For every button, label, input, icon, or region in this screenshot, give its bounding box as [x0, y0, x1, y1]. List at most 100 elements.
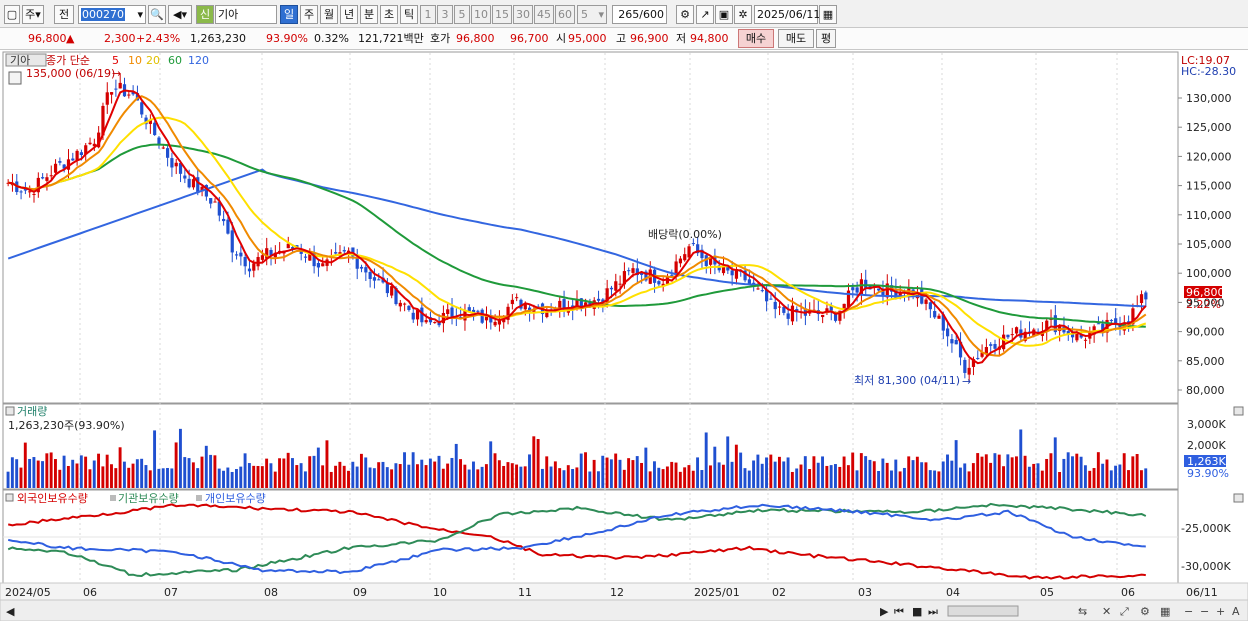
- tab-period-1[interactable]: 주: [300, 5, 318, 24]
- volume-bar: [605, 457, 609, 488]
- tab-period-2[interactable]: 월: [320, 5, 338, 24]
- volume-bar: [648, 471, 652, 488]
- interval-button[interactable]: 10: [471, 5, 491, 24]
- scroll-last-icon[interactable]: ⏭: [928, 605, 938, 618]
- candle-body: [471, 309, 476, 314]
- search-icon[interactable]: 🔍: [148, 5, 166, 24]
- interval-button[interactable]: 30: [513, 5, 533, 24]
- scroll-right-icon[interactable]: ▶: [880, 605, 889, 618]
- zoom-in-icon[interactable]: +: [1216, 605, 1225, 618]
- tab-period-5[interactable]: 초: [380, 5, 398, 24]
- stop-icon[interactable]: ■: [912, 605, 922, 618]
- candle-body: [377, 279, 381, 281]
- volume-bar: [523, 466, 527, 488]
- candle-body: [769, 298, 773, 300]
- candle-body: [200, 186, 204, 192]
- zoom-slider[interactable]: [947, 605, 1019, 617]
- drag-icon[interactable]: ⇆: [1078, 605, 1087, 618]
- interval-button[interactable]: 3: [437, 5, 453, 24]
- tab-period-3[interactable]: 년: [340, 5, 358, 24]
- gear-icon[interactable]: ✲: [734, 5, 752, 24]
- calendar-icon[interactable]: ▦: [819, 5, 837, 24]
- candle-body: [657, 281, 661, 285]
- tab-period-4[interactable]: 분: [360, 5, 378, 24]
- volume-bar: [519, 466, 523, 488]
- volume-bar: [678, 471, 682, 488]
- candle-body: [821, 314, 825, 318]
- panel-close-icon[interactable]: [1233, 406, 1244, 416]
- chevron-down-icon[interactable]: ▾: [598, 8, 604, 21]
- x-label: 03: [858, 586, 872, 599]
- candle-body: [312, 253, 316, 267]
- candle-body: [174, 162, 178, 167]
- ask-price: 96,800: [456, 32, 495, 45]
- candle-body: [635, 268, 639, 276]
- config-icon[interactable]: ⚙: [1140, 605, 1150, 618]
- candle-body: [915, 292, 920, 299]
- stock-tag-box[interactable]: [5, 53, 47, 67]
- panel-toggle-icon[interactable]: [5, 406, 15, 416]
- candle-body: [760, 290, 764, 292]
- zoom-out-icon[interactable]: −: [1184, 605, 1193, 618]
- volume-bar: [1079, 456, 1083, 488]
- interval-button[interactable]: 60: [555, 5, 575, 24]
- volume-bar: [45, 453, 49, 488]
- interval-input[interactable]: 5 ▾: [577, 5, 607, 24]
- sin-badge[interactable]: 신: [196, 5, 214, 24]
- volume-bar: [696, 457, 700, 488]
- calendar-icon[interactable]: [8, 71, 22, 85]
- stock-name-input[interactable]: 기아: [215, 5, 277, 24]
- eval-button[interactable]: 평: [816, 29, 836, 48]
- tab-period-6[interactable]: 틱: [400, 5, 418, 24]
- text-icon[interactable]: A: [1232, 605, 1240, 618]
- volume-bar: [1088, 470, 1092, 488]
- minus-icon[interactable]: −: [1200, 605, 1209, 618]
- scroll-first-icon[interactable]: ⏮: [894, 605, 904, 618]
- stock-code-input[interactable]: 000270 ▾: [78, 5, 146, 24]
- price-tick-label: 90,000: [1186, 326, 1225, 339]
- volume-bar: [566, 465, 570, 488]
- candle-body: [1010, 334, 1014, 336]
- interval-button[interactable]: 45: [534, 5, 554, 24]
- period-main-select[interactable]: 주▾: [22, 5, 44, 24]
- scroll-left-icon[interactable]: ◀: [6, 605, 15, 618]
- speaker-icon[interactable]: ◀▾: [168, 5, 192, 24]
- interval-button[interactable]: 1: [420, 5, 436, 24]
- volume-bar: [377, 462, 381, 488]
- volume-bar: [1109, 470, 1113, 488]
- candle-body: [1002, 334, 1006, 350]
- layout-icon[interactable]: ▦: [1160, 605, 1170, 618]
- zoom-fit-icon[interactable]: ⤢: [1120, 605, 1129, 618]
- volume-bar: [786, 457, 790, 488]
- buy-button[interactable]: 매수: [738, 29, 774, 48]
- volume-bar: [1015, 456, 1018, 488]
- save-icon[interactable]: ▣: [715, 5, 733, 24]
- crosshair-icon[interactable]: ✕: [1102, 605, 1111, 618]
- volume-bar: [653, 461, 656, 488]
- prev-button[interactable]: 전: [54, 5, 74, 24]
- chart-tools-icon[interactable]: ⚙: [676, 5, 694, 24]
- draw-tools-icon[interactable]: ↗: [696, 5, 714, 24]
- interval-button[interactable]: 15: [492, 5, 512, 24]
- window-menu-icon[interactable]: ▢: [4, 5, 20, 24]
- volume-bar: [269, 463, 273, 488]
- volume-bar: [545, 456, 549, 488]
- candle-body: [109, 92, 114, 95]
- count-input[interactable]: 265/600: [612, 5, 667, 24]
- sell-button[interactable]: 매도: [778, 29, 814, 48]
- volume-bar: [303, 471, 307, 488]
- tab-period-0[interactable]: 일: [280, 5, 298, 24]
- volume-bar: [41, 461, 44, 488]
- volume-bar: [463, 464, 467, 488]
- ma120-legend: 120: [188, 54, 209, 67]
- volume-bar: [782, 461, 786, 488]
- panel-toggle-icon[interactable]: [5, 493, 14, 502]
- interval-button[interactable]: 5: [454, 5, 470, 24]
- candle-body: [549, 309, 553, 312]
- date-input[interactable]: 2025/06/11: [754, 5, 820, 24]
- candle-body: [864, 279, 868, 289]
- scroll-bar[interactable]: [0, 599, 1248, 621]
- panel-close-icon[interactable]: [1233, 493, 1244, 503]
- code-dropdown-icon[interactable]: ▾: [137, 8, 143, 21]
